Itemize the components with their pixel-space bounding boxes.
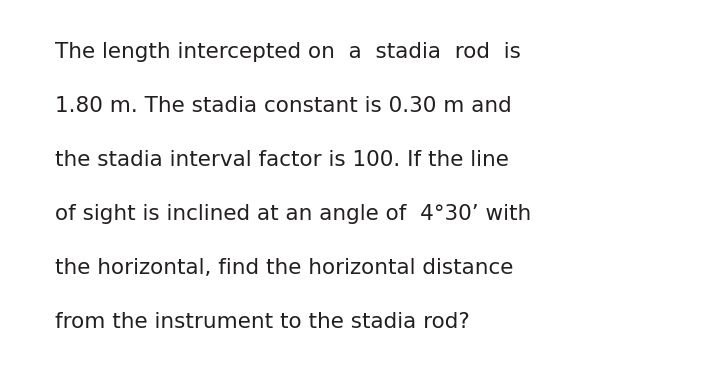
Text: the horizontal, find the horizontal distance: the horizontal, find the horizontal dist… bbox=[55, 258, 513, 278]
Text: from the instrument to the stadia rod?: from the instrument to the stadia rod? bbox=[55, 312, 470, 332]
Text: of sight is inclined at an angle of  4°30’ with: of sight is inclined at an angle of 4°30… bbox=[55, 204, 531, 224]
Text: 1.80 m. The stadia constant is 0.30 m and: 1.80 m. The stadia constant is 0.30 m an… bbox=[55, 96, 512, 116]
Text: the stadia interval factor is 100. If the line: the stadia interval factor is 100. If th… bbox=[55, 150, 509, 170]
Text: The length intercepted on  a  stadia  rod  is: The length intercepted on a stadia rod i… bbox=[55, 42, 521, 62]
